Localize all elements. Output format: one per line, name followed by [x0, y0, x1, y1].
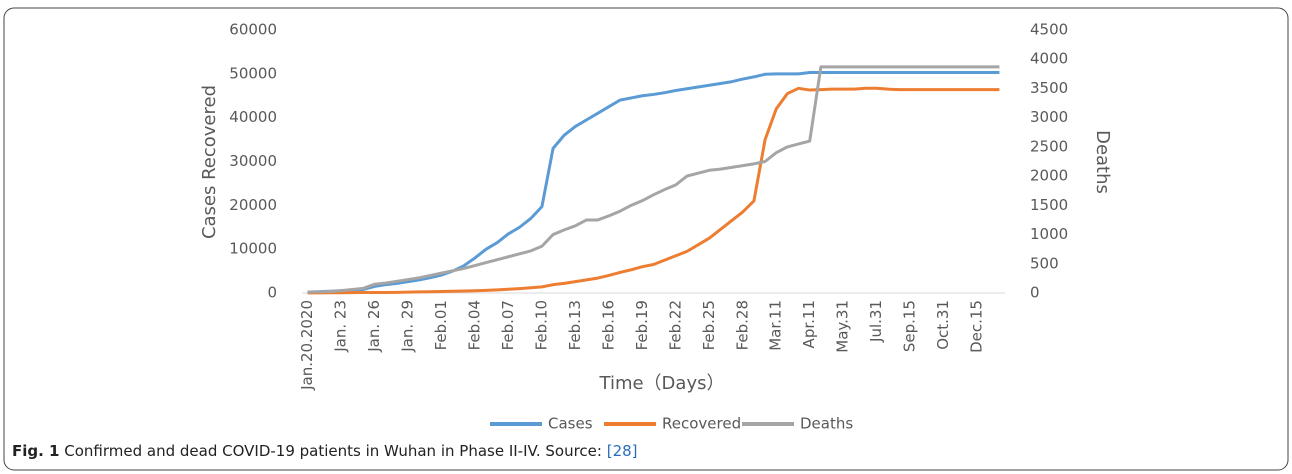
- caption-ref[interactable]: [28]: [606, 442, 638, 460]
- y-axis-title: Cases Recovered: [199, 85, 220, 239]
- caption: Fig. 1 Confirmed and dead COVID-19 patie…: [12, 442, 638, 460]
- y2-tick-label: 0: [1030, 284, 1040, 302]
- y2-tick-label: 3500: [1030, 79, 1068, 97]
- x-tick-label: Feb.01: [432, 300, 450, 350]
- x-tick-label: Feb.10: [532, 300, 550, 350]
- x-tick-label: Feb.07: [499, 300, 517, 350]
- x-tick-label: May.31: [834, 300, 852, 353]
- y-tick-label: 20000: [229, 196, 277, 214]
- legend-label: Cases: [548, 415, 593, 433]
- y2-tick-label: 2500: [1030, 137, 1068, 155]
- x-tick-label: Feb.22: [666, 300, 684, 350]
- y-tick-label: 60000: [229, 21, 277, 39]
- x-tick-label: Jul.31: [867, 300, 885, 343]
- x-tick-label: Feb.13: [566, 300, 584, 350]
- y-tick-label: 40000: [229, 108, 277, 126]
- x-tick-label: Feb.19: [633, 300, 651, 350]
- figure-border: [3, 7, 1289, 471]
- x-tick-label: Mar.11: [767, 300, 785, 351]
- x-tick-label: Jan. 29: [399, 300, 417, 353]
- x-tick-label: Jan. 26: [365, 300, 383, 353]
- y-tick-label: 50000: [229, 64, 277, 82]
- caption-label: Fig. 1: [12, 442, 60, 460]
- x-tick-label: Feb.04: [465, 300, 483, 350]
- legend-label: Deaths: [800, 415, 853, 433]
- x-tick-label: Sep.15: [901, 300, 919, 352]
- x-axis-title: Time（Days）: [599, 373, 725, 394]
- y2-tick-label: 1000: [1030, 225, 1068, 243]
- y2-tick-label: 2000: [1030, 167, 1068, 185]
- caption-text: Confirmed and dead COVID-19 patients in …: [64, 442, 607, 460]
- y-tick-label: 10000: [229, 240, 277, 258]
- x-tick-label: Feb.28: [733, 300, 751, 350]
- y2-tick-label: 500: [1030, 254, 1059, 272]
- y2-tick-label: 1500: [1030, 196, 1068, 214]
- x-tick-label: Feb.25: [700, 300, 718, 350]
- x-tick-label: Jan. 23: [332, 300, 350, 353]
- series-line: [307, 71, 1000, 294]
- x-tick-label: Jan.20.2020: [298, 300, 316, 391]
- y2-tick-label: 3000: [1030, 108, 1068, 126]
- x-tick-label: Oct.31: [934, 300, 952, 350]
- y2-tick-label: 4000: [1030, 50, 1068, 68]
- legend-label: Recovered: [662, 415, 741, 433]
- series-line: [307, 65, 1000, 294]
- x-tick-label: Dec.15: [968, 300, 986, 353]
- y2-tick-label: 4500: [1030, 21, 1068, 39]
- x-tick-label: Apr.11: [800, 300, 818, 348]
- y-tick-label: 30000: [229, 152, 277, 170]
- series-line: [307, 86, 1000, 295]
- y-tick-label: 0: [267, 284, 277, 302]
- y2-axis-title: Deaths: [1092, 130, 1113, 194]
- x-tick-label: Feb.16: [599, 300, 617, 350]
